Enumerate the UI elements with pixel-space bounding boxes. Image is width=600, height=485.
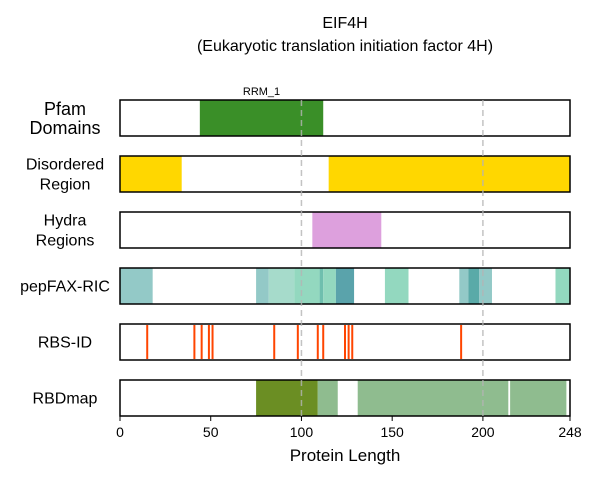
track-1-segment-0 <box>120 156 182 192</box>
track-label: RBDmap <box>33 391 98 408</box>
track-3-segment-10 <box>479 268 492 304</box>
track-frame <box>119 379 571 417</box>
track-frame <box>119 99 571 137</box>
track-3-segment-7 <box>384 268 409 304</box>
x-tick-label-1: 50 <box>203 424 219 440</box>
track-frame <box>119 155 571 193</box>
track-3-segment-4 <box>319 268 324 304</box>
track-5-segment-3 <box>510 380 567 416</box>
track-4: RBS-ID <box>38 323 571 361</box>
track-5-segment-1 <box>317 380 338 416</box>
track-3-segment-8 <box>459 268 469 304</box>
track-3-segment-3 <box>294 268 320 304</box>
x-tick-label-0: 0 <box>116 424 124 440</box>
track-3-segment-11 <box>555 268 570 304</box>
track-3: pepFAX-RIC <box>20 267 571 305</box>
track-label: Regions <box>36 233 95 250</box>
track-3-segment-1 <box>256 268 269 304</box>
x-tick-label-4: 200 <box>471 424 495 440</box>
chart-title: EIF4H <box>322 15 367 32</box>
track-label: Hydra <box>44 213 87 230</box>
track-3-segment-9 <box>468 268 480 304</box>
track-3-segment-2 <box>268 268 295 304</box>
segment-label: RRM_1 <box>243 86 280 98</box>
track-label: Disordered <box>26 157 104 174</box>
x-tick-label-5: 248 <box>558 424 582 440</box>
x-axis: 0 50 100 150 200 248 <box>116 416 582 440</box>
track-1: Disordered Region <box>26 155 571 194</box>
x-axis-label: Protein Length <box>290 446 401 465</box>
track-label: Pfam <box>44 99 86 119</box>
track-frame <box>119 211 571 249</box>
track-3-segment-6 <box>335 268 355 304</box>
track-frame <box>119 267 571 305</box>
track-label: Domains <box>29 118 100 138</box>
x-tick-label-3: 150 <box>380 424 404 440</box>
track-5-segment-2 <box>357 380 509 416</box>
track-5-segment-0 <box>256 380 318 416</box>
track-1-segment-1 <box>328 156 570 192</box>
track-frame <box>119 323 571 361</box>
track-label: RBS-ID <box>38 335 92 352</box>
track-5: RBDmap <box>33 379 571 417</box>
track-label: Region <box>40 177 91 194</box>
track-2-segment-0 <box>312 212 382 248</box>
grid-layer <box>300 100 484 416</box>
track-3-segment-5 <box>323 268 336 304</box>
x-tick-label-2: 100 <box>290 424 314 440</box>
track-label: pepFAX-RIC <box>20 279 110 296</box>
track-2: Hydra Regions <box>36 211 571 250</box>
track-3-segment-0 <box>120 268 153 304</box>
track-0-segment-0 <box>199 100 324 136</box>
chart-subtitle: (Eukaryotic translation initiation facto… <box>197 38 493 55</box>
track-background <box>120 100 570 136</box>
